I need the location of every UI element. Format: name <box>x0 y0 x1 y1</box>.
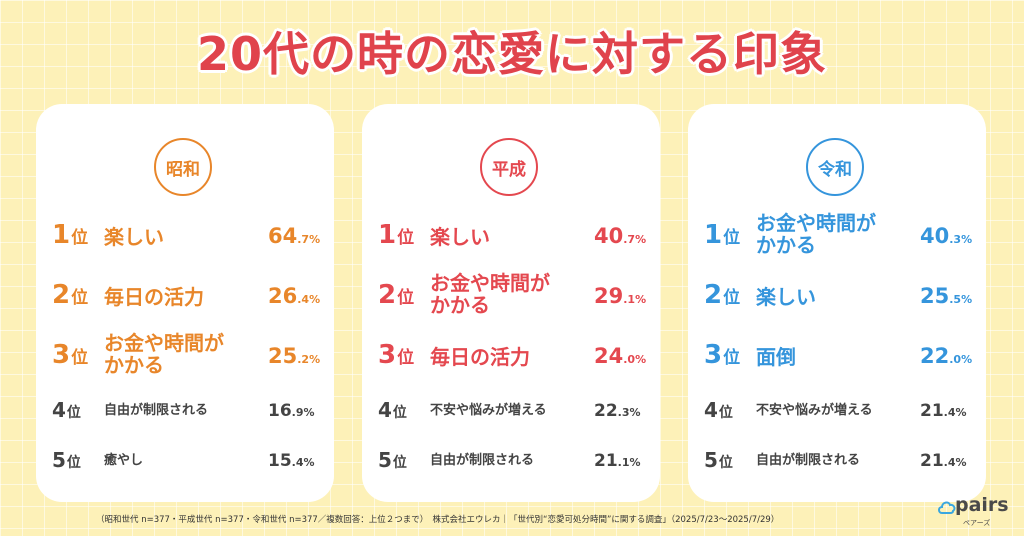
logo-subtext: ペアーズ <box>963 519 991 527</box>
rank-value: 21.4% <box>920 451 967 471</box>
rank-value: 26.4% <box>268 284 321 308</box>
rank-value: 21.4% <box>920 401 967 421</box>
rank-item: お金や時間が かかる <box>104 331 224 377</box>
cloud-icon <box>938 501 956 514</box>
era-badge-reiwa: 令和 <box>806 138 864 196</box>
logo-wordmark: pairs <box>955 494 1009 516</box>
rank-item: 自由が制限される <box>104 403 209 418</box>
rank-value: 40.3% <box>920 224 973 248</box>
rank-item: 自由が制限される <box>756 453 861 468</box>
rank-value: 15.4% <box>268 451 315 471</box>
rank-label: 5位 <box>704 448 733 472</box>
rank-value: 40.7% <box>594 224 647 248</box>
rank-label: 4位 <box>52 398 81 422</box>
rank-label: 4位 <box>378 398 407 422</box>
era-badge-showa: 昭和 <box>154 138 212 196</box>
era-badge-heisei: 平成 <box>480 138 538 196</box>
rank-label: 3位 <box>378 340 415 370</box>
rank-item: 楽しい <box>756 285 816 309</box>
rank-item: 自由が制限される <box>430 453 535 468</box>
rank-value: 24.0% <box>594 344 647 368</box>
rank-label: 3位 <box>704 340 741 370</box>
survey-footnote: （昭和世代 n=377・平成世代 n=377・令和世代 n=377／複数回答：上… <box>96 515 780 525</box>
rank-label: 5位 <box>52 448 81 472</box>
rank-item: 楽しい <box>430 225 490 249</box>
rank-item: 毎日の活力 <box>430 345 530 369</box>
rank-item: 毎日の活力 <box>104 285 204 309</box>
rank-label: 2位 <box>52 280 89 310</box>
rank-value: 16.9% <box>268 401 315 421</box>
rank-label: 2位 <box>704 280 741 310</box>
rank-value: 29.1% <box>594 284 647 308</box>
rank-label: 2位 <box>378 280 415 310</box>
rank-item: 楽しい <box>104 225 164 249</box>
rank-label: 1位 <box>52 220 89 250</box>
rank-item: 不安や悩みが増える <box>756 403 873 418</box>
rank-label: 1位 <box>704 220 741 250</box>
rank-value: 21.1% <box>594 451 641 471</box>
page-title: 20代の時の恋愛に対する印象 <box>196 27 827 81</box>
rank-value: 64.7% <box>268 224 321 248</box>
rank-label: 4位 <box>704 398 733 422</box>
rank-item: 不安や悩みが増える <box>430 403 547 418</box>
card-heisei: 平成 1位 楽しい 40.7% 2位 お金や時間が かかる 29.1% 3位 毎日… <box>362 104 660 502</box>
rank-label: 3位 <box>52 340 89 370</box>
rank-item: 面倒 <box>756 345 796 369</box>
rank-item: お金や時間が かかる <box>430 271 550 317</box>
rank-label: 1位 <box>378 220 415 250</box>
rank-value: 22.3% <box>594 401 641 421</box>
rank-value: 25.2% <box>268 344 321 368</box>
rank-label: 5位 <box>378 448 407 472</box>
rank-value: 22.0% <box>920 344 973 368</box>
card-showa: 昭和 1位 楽しい 64.7% 2位 毎日の活力 26.4% 3位 お金や時間が… <box>36 104 334 502</box>
rank-item: 癒やし <box>104 453 144 468</box>
card-reiwa: 令和 1位 お金や時間が かかる 40.3% 2位 楽しい 25.5% 3位 面倒… <box>688 104 986 502</box>
rank-value: 25.5% <box>920 284 973 308</box>
rank-item: お金や時間が かかる <box>756 211 876 257</box>
pairs-logo: pairs ペアーズ <box>937 494 1017 534</box>
